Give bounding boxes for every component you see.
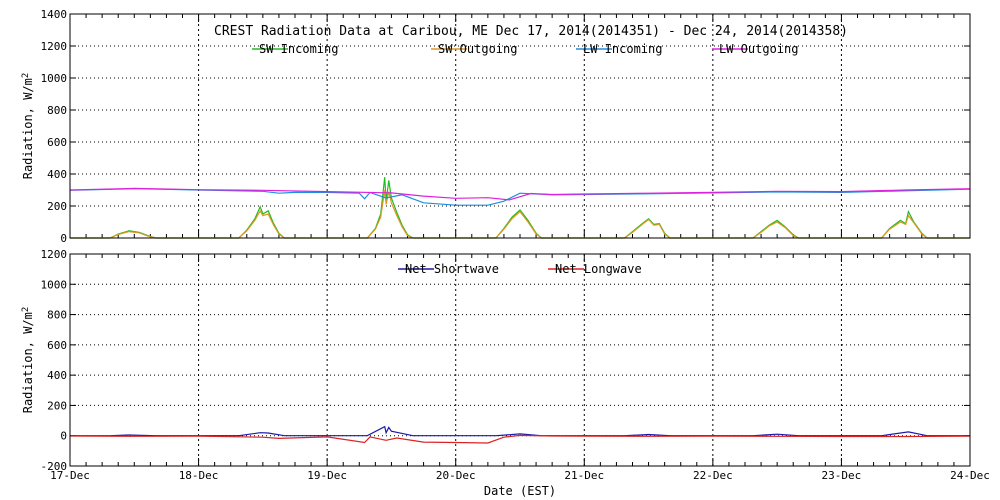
x-tick-label: 20-Dec — [436, 469, 476, 482]
series-line-sw-incoming — [70, 177, 970, 239]
y-tick-label: 400 — [47, 168, 67, 181]
x-tick-label: 17-Dec — [50, 469, 90, 482]
y-tick-label: 800 — [47, 309, 67, 322]
y-axis-label: Radiation, W/m2 — [21, 73, 35, 180]
legend-label: SW Incoming — [259, 42, 338, 56]
legend-label: SW Outgoing — [438, 42, 517, 56]
y-tick-label: 400 — [47, 369, 67, 382]
x-tick-label: 24-Dec — [950, 469, 990, 482]
y-tick-label: -200 — [41, 460, 68, 473]
series-line-net-shortwave — [70, 425, 970, 437]
series-line-sw-outgoing — [70, 189, 970, 239]
legend-label: Net Longwave — [555, 262, 642, 276]
y-tick-label: 200 — [47, 200, 67, 213]
y-tick-label: 200 — [47, 399, 67, 412]
y-tick-label: 1000 — [41, 72, 68, 85]
plot-frame — [69, 13, 971, 239]
series-line-net-longwave — [69, 434, 971, 444]
y-tick-label: 0 — [60, 232, 67, 245]
top-panel: 0 200 400 600 800 1000 1200 1400 Radiation, W/m2… — [21, 8, 971, 245]
y-tick-label: 1200 — [41, 40, 68, 53]
plot-frame — [69, 253, 971, 467]
y-tick-label: 600 — [47, 339, 67, 352]
y-tick-label: 800 — [47, 104, 67, 117]
x-tick-label: 19-Dec — [307, 469, 347, 482]
x-axis-label: Date (EST) — [484, 484, 556, 498]
y-tick-label: 0 — [60, 430, 67, 443]
series-line-lw-outgoing — [69, 187, 971, 201]
y-tick-label: 600 — [47, 136, 67, 149]
x-tick-label: 21-Dec — [564, 469, 604, 482]
y-tick-label: 1400 — [41, 8, 68, 21]
y-tick-label: 1200 — [41, 248, 68, 261]
legend-label: Net Shortwave — [405, 262, 499, 276]
y-tick-label: 1000 — [41, 278, 68, 291]
chart-title: CREST Radiation Data at Caribou, ME Dec … — [214, 24, 848, 39]
x-tick-label: 22-Dec — [693, 469, 733, 482]
legend-label: LW Outgoing — [719, 42, 798, 56]
y-axis-label: Radiation, W/m2 — [21, 307, 35, 414]
x-tick-label: 23-Dec — [822, 469, 862, 482]
bottom-panel: -200 0 200 400 600 800 1000 1200 17-Dec 18-Dec 19-… — [21, 248, 990, 498]
x-tick-label: 18-Dec — [179, 469, 219, 482]
legend-label: LW Incoming — [583, 42, 662, 56]
